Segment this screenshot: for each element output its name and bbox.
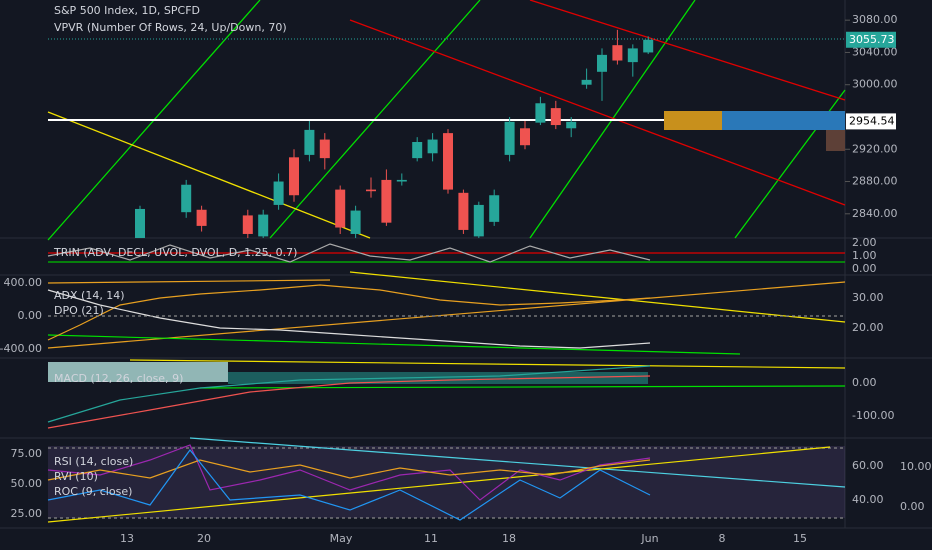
right-axis-label: 0.00 (852, 262, 877, 275)
candle-body (458, 192, 469, 230)
candle-body (550, 108, 561, 126)
pane-legend: TRIN (ADV, DECL, UVOL, DVOL, D, 1.25, 0.… (53, 246, 297, 259)
candle-body (504, 121, 515, 155)
x-tick-label: May (330, 532, 353, 545)
right-axis-label: 1.00 (852, 249, 877, 262)
left-axis-label: 25.00 (11, 507, 43, 520)
candle-body (289, 157, 299, 196)
far-right-axis-label: 0.00 (900, 500, 925, 513)
x-tick-label: 13 (120, 532, 134, 545)
pane-legend: RVI (10) (54, 470, 98, 483)
right-axis-label: 20.00 (852, 321, 884, 334)
candle-body (643, 39, 654, 53)
candle-body (566, 121, 577, 129)
right-axis-label: 0.00 (852, 376, 877, 389)
indicator-drawings (47, 243, 846, 523)
x-tick-label: 15 (793, 532, 807, 545)
x-tick-label: 8 (719, 532, 726, 545)
right-axis-label: 2.00 (852, 236, 877, 249)
x-tick-label: Jun (640, 532, 658, 545)
y-tick-label: 2920.00 (852, 142, 898, 155)
x-tick-label: 20 (197, 532, 211, 545)
chart-title: S&P 500 Index, 1D, SPCFD (54, 4, 200, 17)
candle-body (135, 208, 145, 238)
candle-body (335, 189, 346, 228)
pane-legend: ROC (9, close) (54, 485, 132, 498)
candle-body (304, 129, 315, 155)
right-axis-label: 60.00 (852, 459, 884, 472)
price-tag-label: 3055.73 (849, 33, 895, 46)
candle-body (489, 195, 500, 222)
candle-body (350, 210, 361, 234)
right-axis-label: 30.00 (852, 291, 884, 304)
left-axis-label: 0.00 (18, 309, 43, 322)
candle-body (366, 189, 376, 192)
chart-subtitle: VPVR (Number Of Rows, 24, Up/Down, 70) (54, 21, 287, 34)
candle-body (258, 214, 269, 237)
left-axis-label: 50.00 (11, 477, 43, 490)
x-tick-label: 18 (502, 532, 516, 545)
candle-body (242, 215, 253, 234)
y-tick-label: 2880.00 (852, 175, 898, 188)
candle-body (273, 181, 284, 205)
left-axis-label: 75.00 (11, 447, 43, 460)
y-tick-label: 3000.00 (852, 78, 898, 91)
pane-legend: MACD (12, 26, close, 9) (54, 372, 183, 385)
left-axis-label: -400.00 (0, 342, 42, 355)
candle-body (319, 139, 330, 159)
pane-legend: RSI (14, close) (54, 455, 133, 468)
pane-legend: DPO (21) (54, 304, 104, 317)
candle-body (597, 54, 607, 72)
right-axis-label: 40.00 (852, 493, 884, 506)
price-tag (846, 113, 896, 130)
pane-legend: ADX (14, 14) (54, 289, 125, 302)
left-axis-label: 400.00 (4, 276, 43, 289)
y-tick-label: 2840.00 (852, 207, 898, 220)
candle-body (473, 204, 484, 237)
drawings (47, 0, 846, 241)
candle-body (381, 179, 392, 223)
far-right-axis-label: 10.00 (900, 460, 932, 473)
x-tick-label: 11 (424, 532, 438, 545)
candle-body (427, 139, 438, 154)
right-axis-label: -100.00 (852, 409, 894, 422)
candle-body (443, 133, 453, 190)
y-tick-label: 3040.00 (852, 45, 898, 58)
y-tick-label: 3080.00 (852, 13, 898, 26)
candle-body (196, 209, 207, 226)
pane-borders (0, 0, 932, 529)
candle-body (535, 103, 546, 123)
candle-body (181, 184, 192, 213)
candle-body (396, 179, 407, 182)
candle-body (581, 79, 592, 85)
price-tag-label: 2954.54 (849, 114, 895, 127)
candle-body (412, 141, 423, 159)
candle-body (627, 48, 638, 63)
candle-body (612, 45, 623, 61)
price-tag (846, 31, 896, 48)
candle-body (520, 128, 530, 146)
